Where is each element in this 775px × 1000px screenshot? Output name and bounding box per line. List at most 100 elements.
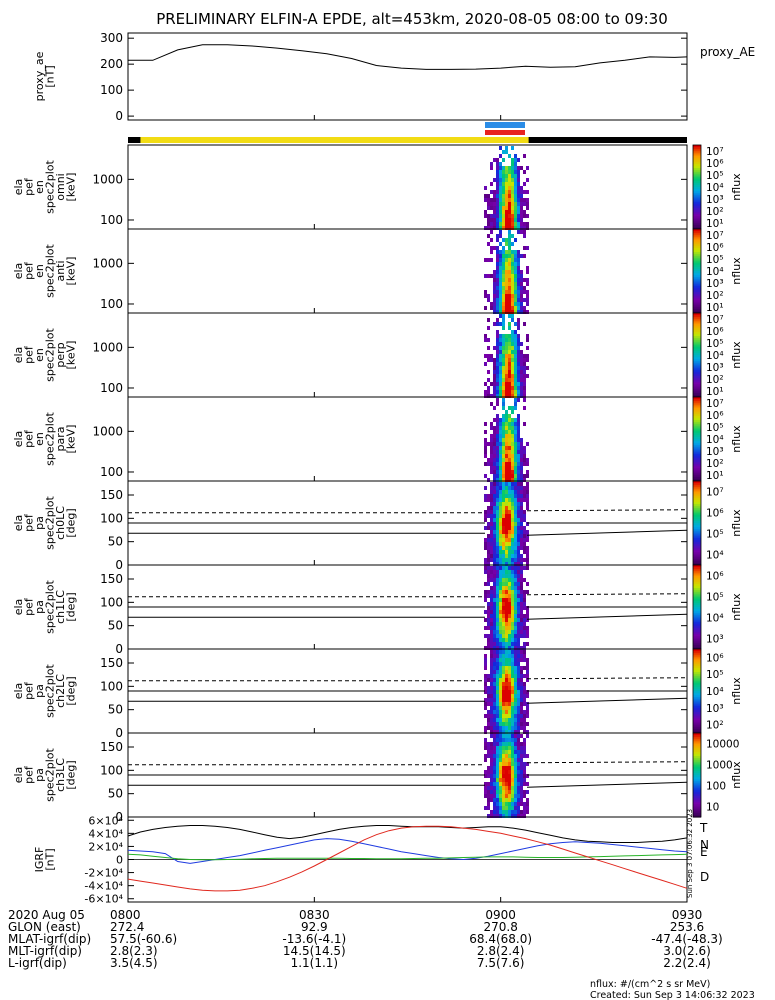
spectrogram-cell xyxy=(508,614,511,618)
colorbar-segment xyxy=(693,191,701,194)
spectrogram-cell xyxy=(496,594,499,598)
spectrogram-cell xyxy=(496,718,499,722)
spectrogram-cell xyxy=(496,746,499,750)
spectrogram-cell xyxy=(487,242,490,246)
spectrogram-cell xyxy=(517,798,520,802)
spectrogram-cell xyxy=(490,190,493,194)
spectrogram-cell xyxy=(490,622,493,626)
spectrogram-cell xyxy=(526,810,529,814)
spectrogram-cell xyxy=(499,422,502,426)
spectrogram-cell xyxy=(493,366,496,370)
colorbar-segment xyxy=(693,323,701,327)
spectrogram-cell xyxy=(526,658,529,662)
spectrogram-cell xyxy=(496,494,499,498)
spectrogram-cell xyxy=(496,278,499,282)
spectrogram-cell xyxy=(514,586,517,590)
spectrogram-cell xyxy=(517,202,520,206)
spectrogram-cell xyxy=(514,562,517,566)
spectrogram-cell xyxy=(502,186,505,190)
spectrogram-cell xyxy=(505,698,508,702)
spectrogram-cell xyxy=(484,354,487,358)
spectrogram-cell xyxy=(493,722,496,726)
spectrogram-cell xyxy=(490,550,493,554)
spectrogram-cell xyxy=(499,698,502,702)
spectrogram-cell xyxy=(508,494,511,498)
spectrogram-cell xyxy=(499,722,502,726)
spectrogram-cell xyxy=(487,222,490,226)
spectrogram-pixels xyxy=(484,566,529,650)
colorbar-segment xyxy=(693,149,701,152)
spectrogram-cell xyxy=(511,554,514,558)
colorbar-segment xyxy=(693,588,701,591)
spectrogram-cell xyxy=(493,582,496,586)
spectrogram-cell xyxy=(517,566,520,570)
spectrogram-cell xyxy=(502,766,505,770)
spectrogram-cell xyxy=(517,794,520,798)
y-axis-label-line: en xyxy=(33,348,46,362)
spectrogram-cell xyxy=(505,482,508,486)
spectrogram-cell xyxy=(505,518,508,522)
spectrogram-cell xyxy=(496,522,499,526)
spectrogram-cell xyxy=(511,278,514,282)
colorbar-segment xyxy=(693,493,701,497)
spectrogram-cell xyxy=(508,710,511,714)
colorbar-tick-label: 10⁷ xyxy=(706,398,724,410)
spectrogram-cell xyxy=(490,498,493,502)
spectrogram-cell xyxy=(484,194,487,198)
spectrogram-cell xyxy=(511,810,514,814)
spectrogram-cell xyxy=(523,230,526,234)
spectrogram-cell xyxy=(496,250,499,254)
spectrogram-cell xyxy=(508,178,511,182)
spectrogram-cell xyxy=(499,174,502,178)
spectrogram-cell xyxy=(523,362,526,366)
spectrogram-cell xyxy=(496,330,499,334)
spectrogram-cell xyxy=(508,574,511,578)
spectrogram-cell xyxy=(499,482,502,486)
spectrogram-cell xyxy=(502,266,505,270)
spectrogram-cell xyxy=(526,730,529,734)
spectrogram-cell xyxy=(493,610,496,614)
spectrogram-cell xyxy=(520,466,523,470)
spectrogram-cell xyxy=(508,474,511,478)
spectrogram-cell xyxy=(511,250,514,254)
spectrogram-cell xyxy=(511,222,514,226)
spectrogram-cell xyxy=(517,510,520,514)
spectrogram-cell xyxy=(499,194,502,198)
spectrogram-cell xyxy=(499,534,502,538)
spectrogram-cell xyxy=(502,530,505,534)
spectrogram-cell xyxy=(490,494,493,498)
spectrogram-cell xyxy=(499,750,502,754)
spectrogram-cell xyxy=(493,622,496,626)
spectrogram-cell xyxy=(508,758,511,762)
colorbar-tick-label: 10⁵ xyxy=(706,170,724,182)
spectrogram-cell xyxy=(490,450,493,454)
spectrogram-cell xyxy=(505,174,508,178)
spectrogram-cell xyxy=(490,538,493,542)
colorbar-segment xyxy=(693,709,701,713)
spectrogram-cell xyxy=(490,686,493,690)
colorbar-tick-label: 10⁵ xyxy=(706,338,724,350)
spectrogram-cell xyxy=(493,442,496,446)
spectrogram-cell xyxy=(496,702,499,706)
spectrogram-cell xyxy=(520,486,523,490)
spectrogram-cell xyxy=(499,802,502,806)
colorbar-segment xyxy=(693,770,701,774)
spectrogram-cell xyxy=(511,214,514,218)
spectrogram-cell xyxy=(526,458,529,462)
spectrogram-cell xyxy=(520,450,523,454)
spectrogram-cell xyxy=(511,314,514,318)
colorbar-tick-label: 10⁵ xyxy=(706,669,724,681)
spectrogram-cell xyxy=(517,574,520,578)
spectrogram-cell xyxy=(514,370,517,374)
spectrogram-cell xyxy=(523,422,526,426)
spectrogram-cell xyxy=(511,566,514,570)
spectrogram-cell xyxy=(493,698,496,702)
spectrogram-cell xyxy=(490,758,493,762)
spectrogram-cell xyxy=(526,490,529,494)
spectrogram-cell xyxy=(496,518,499,522)
spectrogram-cell xyxy=(493,606,496,610)
spectrogram-cell xyxy=(511,182,514,186)
